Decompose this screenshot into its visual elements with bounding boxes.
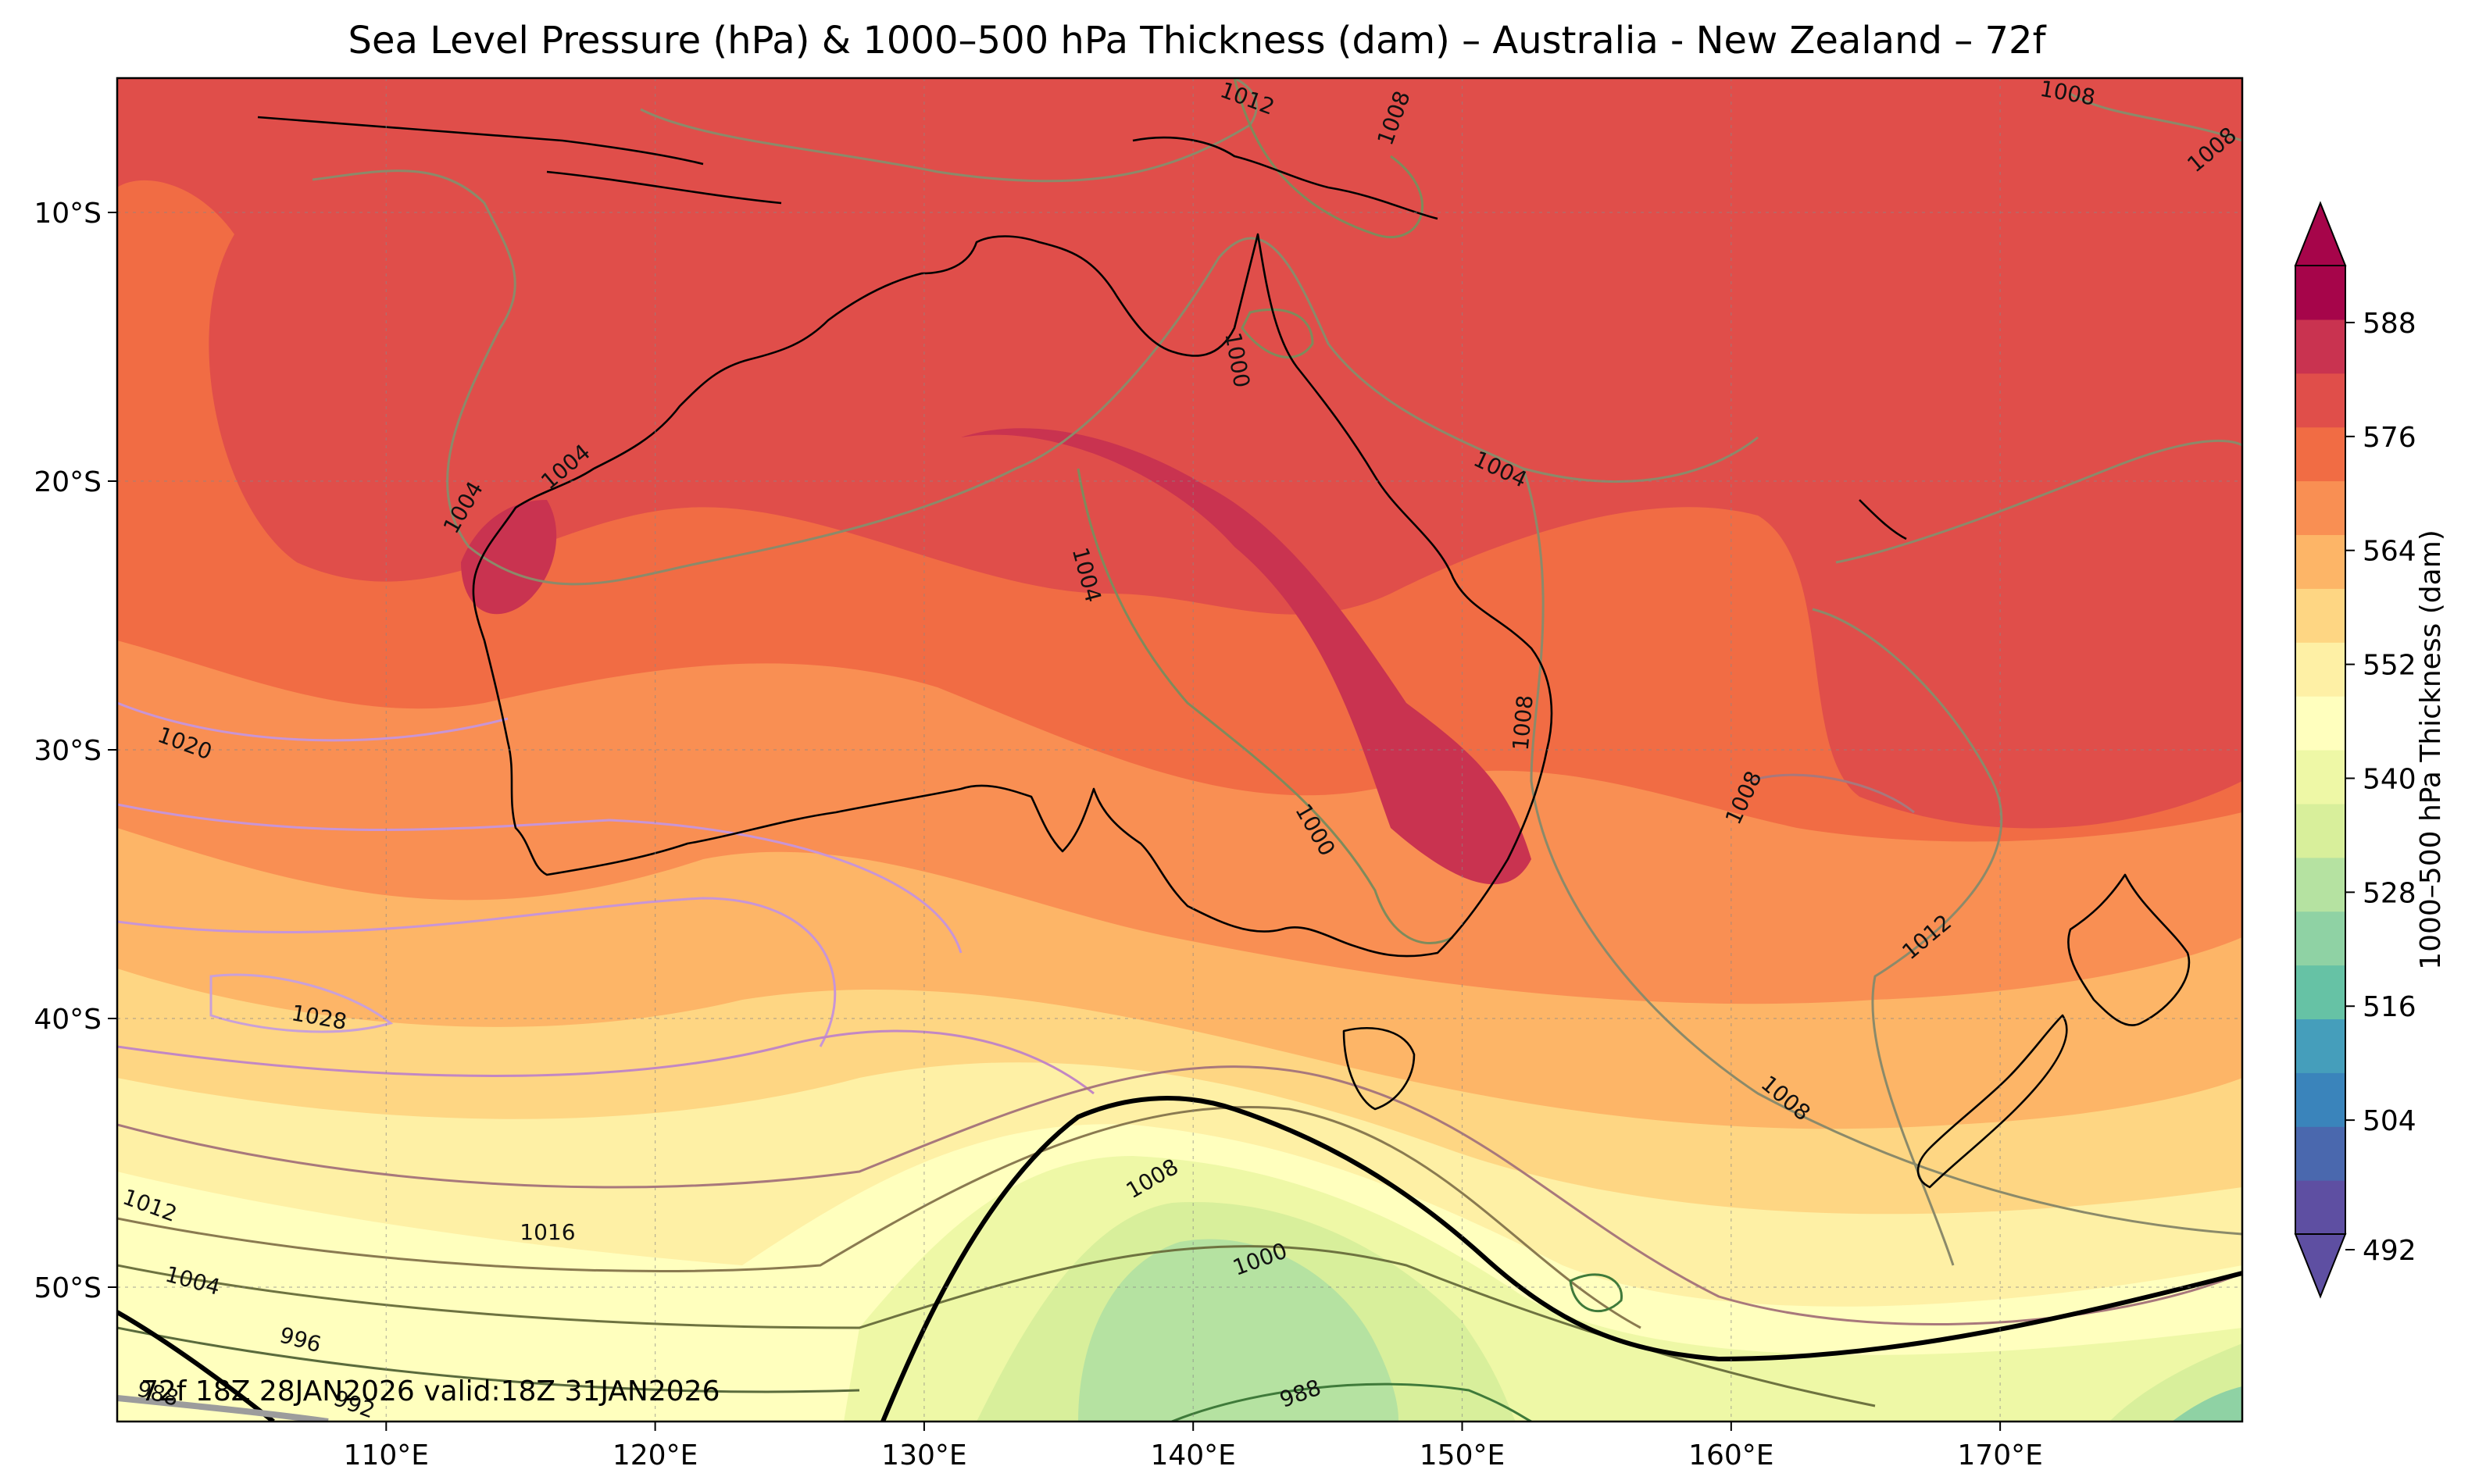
lon-tick-label: 170°E [1957, 1439, 2042, 1472]
forecast-valid-footer: 72f 18Z 28JAN2026 valid:18Z 31JAN2026 [141, 1375, 720, 1407]
colorbar-tick-label: 504 [2363, 1105, 2416, 1137]
colorbar-tick-label: 516 [2363, 991, 2416, 1023]
colorbar-frame [2295, 265, 2346, 1235]
colorbar-label: 1000–500 hPa Thickness (dam) [2415, 530, 2447, 970]
thickness-528-contour [117, 1310, 275, 1422]
colorbar-segment [2295, 588, 2345, 643]
colorbar-tick-label: 528 [2363, 877, 2416, 909]
colorbar-tick-label: 576 [2363, 422, 2416, 454]
map-area: 1012 1008 10081008100010041004100410041008… [117, 78, 2242, 1422]
lon-tick-label: 150°E [1420, 1439, 1505, 1472]
colorbar-segment [2295, 696, 2345, 751]
isobar-label: 1008 [1508, 694, 1538, 752]
thickness-540-contour [880, 1096, 2242, 1422]
lat-tick-label: 50°S [34, 1272, 102, 1304]
colorbar-segment [2295, 1072, 2345, 1127]
colorbar-segment [2295, 1018, 2345, 1073]
thickness-fill [117, 78, 2242, 1422]
colorbar-segment [2295, 426, 2345, 482]
colorbar-segment [2295, 534, 2345, 589]
lat-tick-label: 40°S [34, 1004, 102, 1036]
lat-tick-label: 30°S [34, 735, 102, 767]
colorbar-segment [2295, 857, 2345, 912]
colorbar-segment [2295, 1180, 2345, 1235]
lon-tick-label: 130°E [881, 1439, 966, 1472]
gridlines [117, 78, 2242, 1422]
colorbar-segment [2295, 803, 2345, 858]
latitude-axis: 10°S 20°S 30°S 40°S 50°S [34, 198, 117, 1304]
colorbar-tick-label: 564 [2363, 536, 2416, 568]
colorbar-segment [2295, 266, 2345, 320]
lon-tick-label: 120°E [613, 1439, 698, 1472]
longitude-axis: 110°E 120°E 130°E 140°E 150°E 160°E 170°E [344, 1422, 2043, 1472]
lon-tick-label: 140°E [1150, 1439, 1235, 1472]
colorbar-segment [2295, 1126, 2345, 1181]
colorbar-extend-min [2294, 1233, 2347, 1299]
lon-tick-label: 160°E [1688, 1439, 1773, 1472]
colorbar-segment [2295, 480, 2345, 536]
colorbar-segment [2295, 750, 2345, 804]
colorbar: 492 504 516 528 540 552 564 576 588 [2294, 201, 2416, 1299]
lat-tick-label: 10°S [34, 198, 102, 230]
colorbar-extend-max [2294, 201, 2347, 266]
colorbar-tick-label: 492 [2363, 1235, 2416, 1267]
colorbar-segment [2295, 373, 2345, 428]
colorbar-tick-label: 588 [2363, 308, 2416, 340]
colorbar-segment [2295, 319, 2345, 374]
lon-tick-label: 110°E [344, 1439, 429, 1472]
colorbar-tick-label: 540 [2363, 763, 2416, 795]
colorbar-tick-label: 552 [2363, 650, 2416, 682]
map-title: Sea Level Pressure (hPa) & 1000–500 hPa … [348, 19, 2047, 62]
colorbar-segment [2295, 642, 2345, 697]
lat-tick-label: 20°S [34, 466, 102, 498]
colorbar-segment [2295, 965, 2345, 1020]
coastlines [257, 116, 2191, 1189]
isobars [117, 78, 2242, 1422]
isobar-label: 1016 [520, 1219, 575, 1245]
colorbar-segment [2295, 911, 2345, 966]
thickness-contour-gray [117, 1395, 329, 1422]
